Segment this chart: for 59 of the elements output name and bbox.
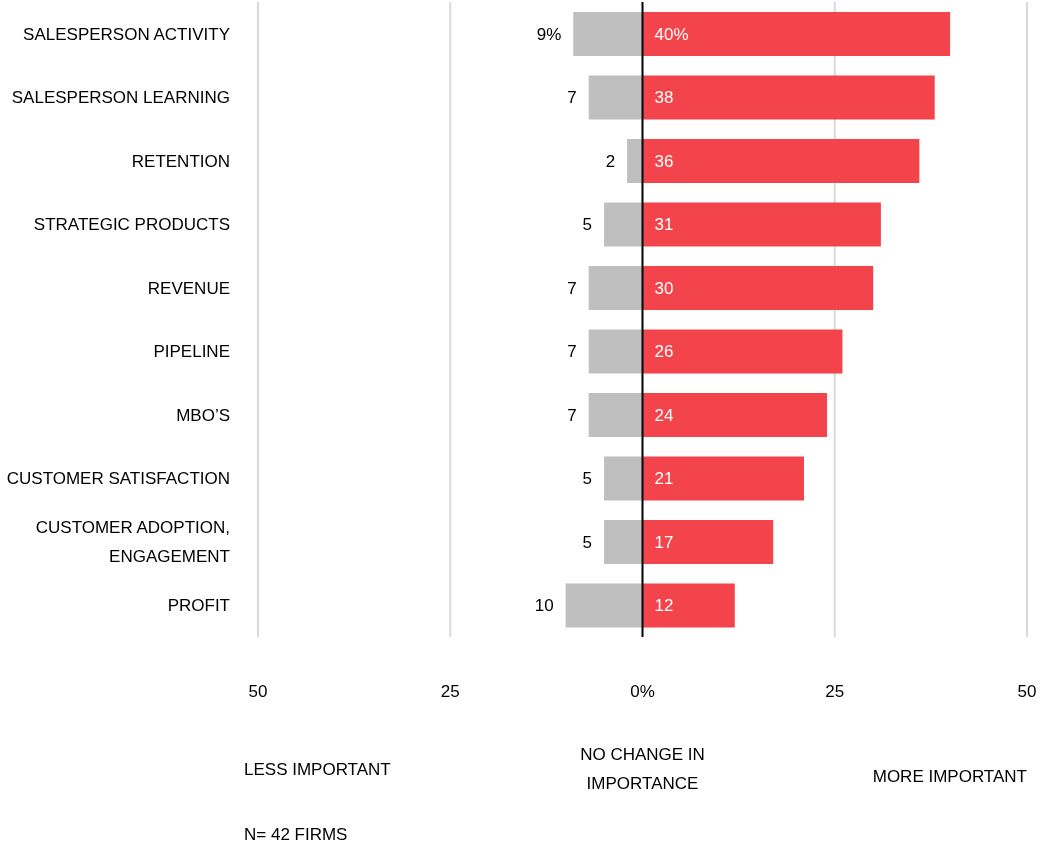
bar [642,520,774,564]
data-label: 7 [567,278,577,298]
data-label: 30 [654,278,674,298]
bar [642,583,735,628]
data-label: 31 [654,215,674,234]
x-tick-label: 50 [1017,682,1037,701]
y-tick-label: STRATEGIC PRODUCTS [33,214,230,234]
data-label: 5 [582,215,593,234]
y-tick-label: RETENTION [131,151,230,171]
data-label: 5 [582,532,593,552]
bar [604,456,643,501]
bar [627,139,643,183]
x-tick-label: 25 [440,682,460,701]
data-label: 24 [654,405,674,425]
x-tick-label: 0% [630,682,655,701]
bar [588,266,643,310]
text: NO CHANGE IN IMPORTANCE [579,744,706,795]
data-label: 38 [654,88,674,107]
bar [588,329,643,374]
text: LESS IMPORTANT [244,759,392,781]
data-label: 2 [605,151,616,171]
bar [573,12,643,56]
y-tick-label: PIPELINE [153,341,230,361]
bar [604,520,643,564]
data-label: 12 [654,596,674,615]
data-label: 5 [582,469,593,488]
data-label: 21 [654,469,674,488]
bar [642,456,804,501]
data-label: 7 [567,405,577,425]
y-tick-label: CUSTOMER SATISFACTION [6,468,230,488]
y-tick-label: PROFIT [167,595,230,615]
text: N= 42 FIRMS [244,824,349,842]
data-label: 10 [534,596,554,615]
data-label: 7 [567,88,577,107]
y-tick-label: SALESPERSON LEARNING [11,87,230,107]
bar [604,202,643,247]
y-tick-label: SALESPERSON ACTIVITY [23,24,230,44]
bar [642,75,935,120]
data-label: 36 [654,151,674,171]
bar [588,393,643,437]
bar [588,75,643,120]
y-tick-label: CUSTOMER ADOPTION, ENGAGEMENT [35,517,230,566]
bar [642,139,920,183]
bar [642,393,828,437]
data-label: 26 [654,342,674,361]
bar [642,202,881,247]
data-label: 17 [654,532,674,552]
data-label: 7 [567,342,577,361]
bar [642,329,843,374]
data-label: 40% [654,24,689,44]
y-tick-label: REVENUE [147,278,230,298]
x-tick-label: 50 [248,682,268,701]
y-tick-label: MBO’S [176,405,230,425]
x-tick-label: 25 [825,682,845,701]
bar [565,583,643,628]
data-label: 9% [536,24,562,44]
text: MORE IMPORTANT [871,766,1027,788]
bar [642,12,951,56]
bar [642,266,874,310]
